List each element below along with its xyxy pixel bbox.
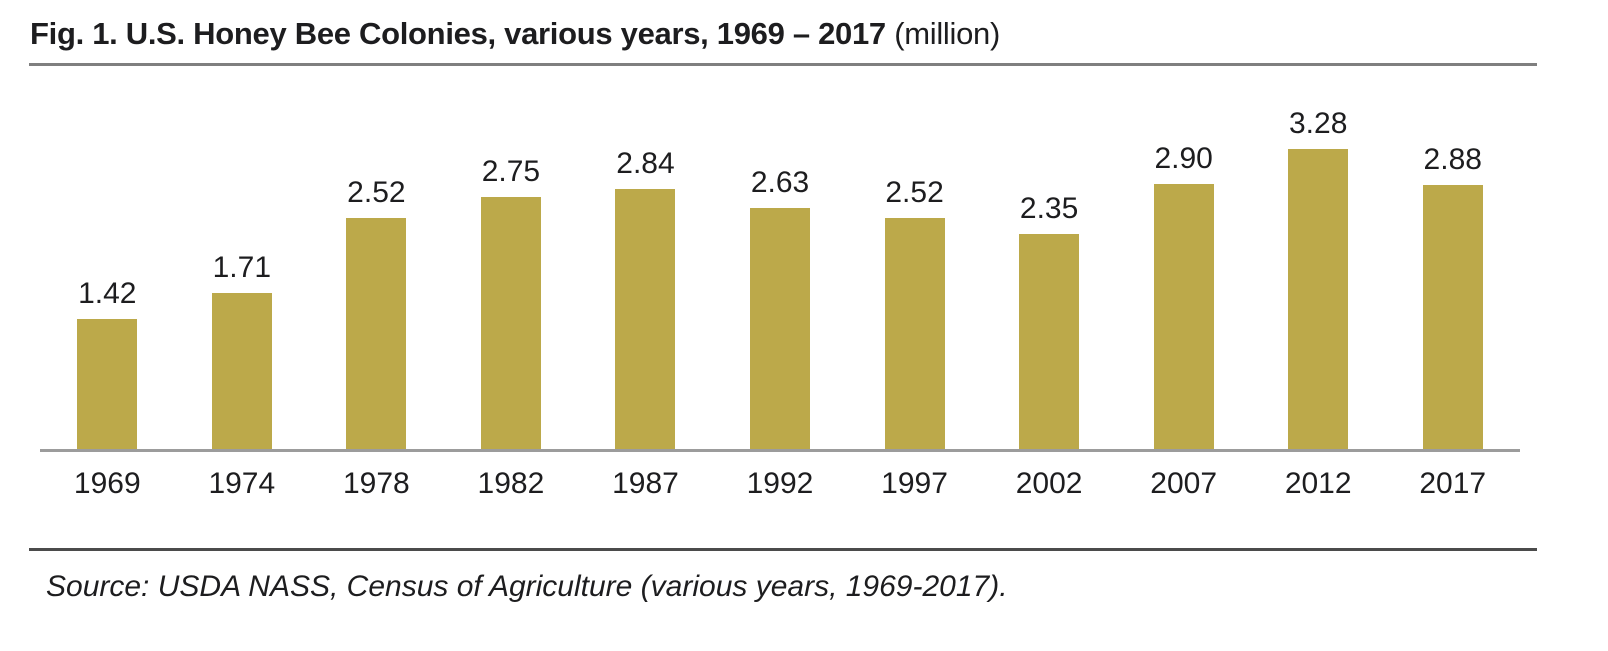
figure-title-unit: (million) xyxy=(894,16,1001,51)
bar-column-1997: 2.52 xyxy=(847,66,982,449)
x-axis-label-1974: 1974 xyxy=(208,467,276,500)
bar-value-label-2017: 2.88 xyxy=(1423,143,1482,176)
title-divider-rule xyxy=(29,63,1537,66)
bar-value-label-1969: 1.42 xyxy=(78,277,137,310)
bar-column-2007: 2.90 xyxy=(1116,66,1251,449)
x-axis-label-2002: 2002 xyxy=(1015,467,1083,500)
x-axis-label-2017: 2017 xyxy=(1419,467,1487,500)
bar-chart-plot-area: 1.42 1.71 2.52 2.75 2.84 2.63 2.52 2.35 2.90 3.28… xyxy=(40,66,1520,452)
x-axis-label-1978: 1978 xyxy=(342,467,410,500)
bar-value-label-1992: 2.63 xyxy=(750,166,810,199)
figure-title: Fig. 1. U.S. Honey Bee Colonies, various… xyxy=(30,15,1568,53)
bar-value-label-1997: 2.52 xyxy=(885,176,944,209)
x-axis-label-1997: 1997 xyxy=(881,467,948,500)
bar-value-label-1987: 2.84 xyxy=(616,147,675,180)
bar-value-label-1982: 2.75 xyxy=(481,155,541,188)
bar-column-2002: 2.35 xyxy=(982,66,1117,449)
bar-column-1982: 2.75 xyxy=(444,66,579,449)
bar-2017 xyxy=(1422,185,1483,449)
bar-2012 xyxy=(1288,149,1349,449)
x-axis-label-1987: 1987 xyxy=(612,467,679,500)
figure-title-main: Fig. 1. U.S. Honey Bee Colonies, various… xyxy=(30,16,886,51)
bar-column-1969: 1.42 xyxy=(40,66,175,449)
bar-2007 xyxy=(1153,184,1214,449)
bar-column-2012: 3.28 xyxy=(1251,66,1386,449)
bar-2002 xyxy=(1019,234,1080,449)
bar-1974 xyxy=(211,293,272,449)
bar-value-label-2002: 2.35 xyxy=(1019,192,1079,225)
bar-value-label-1978: 2.52 xyxy=(347,176,406,209)
bar-value-label-1974: 1.71 xyxy=(212,251,272,284)
bar-1992 xyxy=(750,208,810,449)
bar-column-1974: 1.71 xyxy=(175,66,310,449)
bar-1969 xyxy=(77,319,138,449)
bar-1997 xyxy=(884,218,945,449)
bar-1978 xyxy=(346,218,407,449)
x-axis-labels: 1969 1974 1978 1982 1987 1992 1997 2002 2007 2012… xyxy=(40,466,1520,502)
x-axis-label-2007: 2007 xyxy=(1150,467,1218,500)
x-axis-label-2012: 2012 xyxy=(1284,467,1352,500)
bar-column-2017: 2.88 xyxy=(1385,66,1520,449)
figure-1-honey-bee-colonies: Fig. 1. U.S. Honey Bee Colonies, various… xyxy=(0,15,1608,651)
bar-value-label-2012: 3.28 xyxy=(1289,107,1348,140)
bar-column-1987: 2.84 xyxy=(578,66,713,449)
bar-column-1978: 2.52 xyxy=(309,66,444,449)
x-axis-label-1982: 1982 xyxy=(477,467,545,500)
x-axis-label-1992: 1992 xyxy=(746,467,814,500)
bar-value-label-2007: 2.90 xyxy=(1154,142,1213,175)
bar-1987 xyxy=(615,189,676,449)
bar-1982 xyxy=(480,197,541,449)
source-note: Source: USDA NASS, Census of Agriculture… xyxy=(46,570,1008,603)
x-axis-label-1969: 1969 xyxy=(73,467,141,500)
footer-divider-rule xyxy=(29,548,1537,551)
bar-column-1992: 2.63 xyxy=(713,66,848,449)
